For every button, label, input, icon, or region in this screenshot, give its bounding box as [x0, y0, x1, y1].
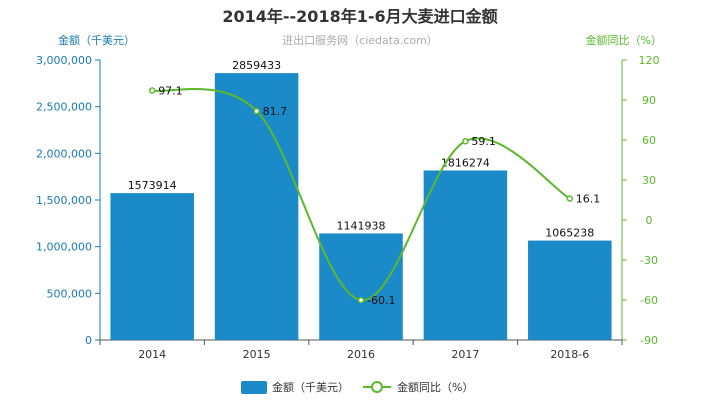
bar-value-label: 1065238 — [545, 227, 594, 240]
line-point — [462, 137, 469, 145]
x-axis-tick-label: 2018-6 — [550, 348, 589, 361]
right-axis-tick-label: -90 — [640, 334, 658, 347]
left-axis-tick-label: 1,000,000 — [36, 241, 92, 254]
bar-value-label: 1816274 — [441, 156, 490, 169]
line-point — [148, 87, 156, 94]
chart-subtitle: 进出口服务网（ciedata.com） — [282, 33, 438, 47]
left-axis-title: 金额（千美元） — [58, 33, 135, 47]
right-axis-tick-label: -60 — [640, 294, 658, 307]
right-axis-title: 金额同比（%） — [586, 33, 662, 47]
bar-value-label: 2859433 — [232, 59, 281, 72]
line-value-label: -60.1 — [367, 294, 395, 307]
bar-value-label: 1141938 — [337, 219, 386, 232]
legend-bar-label: 金额（千美元） — [272, 380, 349, 394]
left-axis-tick-label: 2,000,000 — [36, 147, 92, 160]
x-axis-tick-label: 2016 — [347, 348, 375, 361]
line-value-label: 81.7 — [263, 105, 288, 118]
bar — [528, 240, 612, 340]
chart-title: 2014年--2018年1-6月大麦进口金额 — [222, 7, 497, 26]
right-axis-tick-label: 30 — [642, 174, 656, 187]
right-axis: -90 -60 -30 0 30 60 90 120 — [621, 54, 660, 347]
line-point — [357, 296, 365, 304]
line-value-label: 97.1 — [158, 85, 183, 98]
legend-line-marker — [371, 381, 383, 393]
line-point — [253, 107, 260, 115]
right-axis-tick-label: -30 — [640, 254, 658, 267]
legend-line-label: 金额同比（%） — [397, 380, 473, 394]
bar-series — [110, 73, 612, 341]
x-axis-tick-label: 2014 — [138, 348, 166, 361]
bar — [423, 170, 508, 340]
legend-bar-swatch — [241, 381, 267, 394]
left-axis-tick-label: 1,500,000 — [36, 194, 92, 207]
left-axis-tick-label: 2,500,000 — [36, 101, 92, 114]
bar — [319, 233, 403, 340]
bar — [214, 73, 299, 341]
line-value-label: 59.1 — [471, 135, 496, 148]
right-axis-tick-label: 90 — [642, 94, 656, 107]
bar-labels: 1573914 2859433 1141938 1816274 1065238 — [128, 59, 595, 239]
right-axis-tick-label: 0 — [646, 214, 653, 227]
right-axis-tick-label: 120 — [639, 54, 660, 67]
bar-value-label: 1573914 — [128, 179, 177, 192]
left-axis: 0 500,000 1,000,000 1,500,000 2,000,000 2,500… — [36, 54, 101, 347]
line-value-label: 16.1 — [576, 193, 601, 206]
x-axis-tick-label: 2017 — [451, 348, 479, 361]
left-axis-tick-label: 0 — [85, 334, 92, 347]
x-axis: 2014 2015 2016 2017 2018-6 — [99, 339, 623, 361]
left-axis-tick-label: 3,000,000 — [36, 54, 92, 67]
left-axis-tick-label: 500,000 — [47, 287, 93, 300]
right-axis-tick-label: 60 — [642, 134, 656, 147]
legend: 金额（千美元） 金额同比（%） — [241, 380, 473, 394]
x-axis-tick-label: 2015 — [243, 348, 271, 361]
line-point — [566, 195, 574, 202]
line-series — [148, 87, 574, 304]
line-labels: 97.1 81.7 -60.1 59.1 16.1 — [158, 85, 600, 308]
bar — [110, 193, 194, 340]
